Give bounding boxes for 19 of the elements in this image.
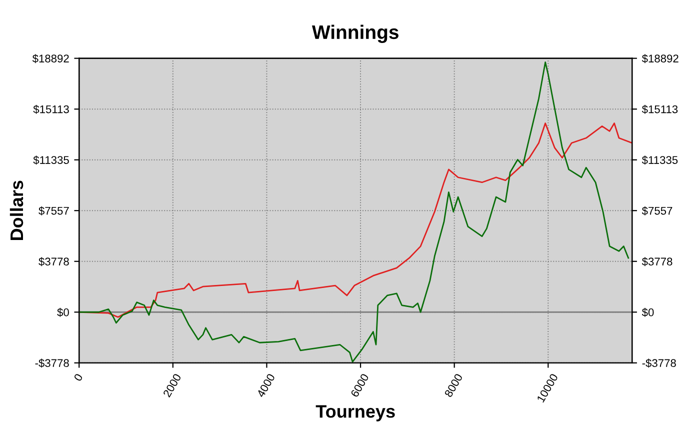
x-axis-title: Tourneys: [316, 405, 395, 422]
y2-tick-label: $7557: [642, 206, 672, 216]
y-tick-label: $11335: [33, 156, 69, 165]
y-tick-label: $7557: [38, 206, 69, 216]
x-tick-label: 0: [74, 373, 84, 382]
y2-tick-label: $3778: [642, 257, 672, 266]
y-tick-label: $18892: [32, 54, 69, 64]
y-axis-title: Dollars: [10, 180, 24, 240]
y-tick-label: $15113: [33, 104, 69, 114]
y-tick-label: $3778: [38, 257, 69, 266]
y-tick-label: $0: [57, 308, 69, 317]
y2-tick-label: $11335: [642, 156, 678, 165]
line-series: [79, 62, 630, 363]
chart-title: Winnings: [312, 24, 398, 43]
y2-tick-label: $15113: [642, 104, 678, 114]
y2-tick-label: -$3778: [642, 358, 676, 368]
y2-tick-label: $18892: [642, 54, 678, 64]
y-tick-label: -$3778: [35, 358, 69, 368]
y2-tick-label: $0: [642, 308, 654, 317]
